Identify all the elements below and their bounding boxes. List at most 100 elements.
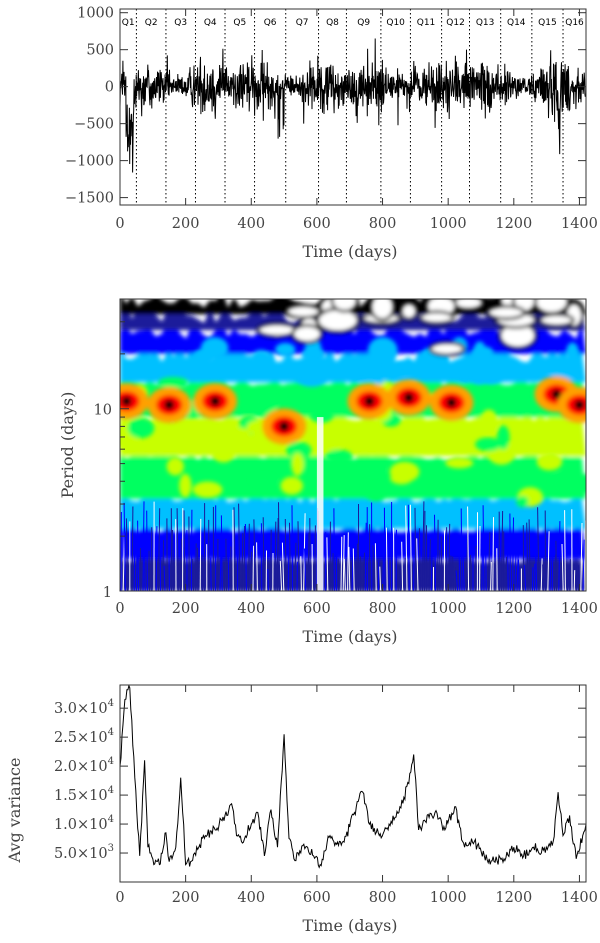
x-tick-label: 200 xyxy=(172,601,200,617)
x-tick-label: 400 xyxy=(237,890,265,906)
wavelet-plot-frame xyxy=(119,298,587,592)
power-streak xyxy=(355,543,358,591)
variance-y-axis-title: Avg variance xyxy=(5,758,24,864)
power-streak xyxy=(509,513,511,591)
power-streak xyxy=(144,542,146,591)
power-streak xyxy=(547,531,550,591)
power-hole xyxy=(538,312,575,328)
power-streak xyxy=(428,539,431,591)
power-streak xyxy=(220,515,223,591)
power-streak xyxy=(348,546,351,591)
power-streak xyxy=(582,539,585,591)
power-band xyxy=(120,495,586,529)
power-streak xyxy=(388,559,390,591)
power-hole xyxy=(284,303,322,320)
power-blob xyxy=(367,343,385,358)
power-streak xyxy=(262,517,265,591)
quarter-label: Q4 xyxy=(204,18,217,28)
x-tick-label: 1200 xyxy=(495,216,532,232)
power-streak xyxy=(219,536,222,591)
x-tick-label: 800 xyxy=(369,216,397,232)
power-blob xyxy=(179,473,192,498)
y-tick-label: −500 xyxy=(74,117,114,133)
power-streak xyxy=(190,509,193,591)
y-tick-label: −1500 xyxy=(65,191,114,207)
power-streak xyxy=(385,527,388,591)
power-streak xyxy=(518,559,520,591)
power-blob xyxy=(158,376,188,388)
power-hole xyxy=(418,310,455,325)
power-streak xyxy=(307,532,310,591)
wavelet-x-axis-title: Time (days) xyxy=(302,627,397,646)
power-streak xyxy=(241,533,244,591)
power-blob xyxy=(193,348,217,365)
power-streak xyxy=(191,558,195,591)
y-tick-label: 10 xyxy=(94,403,112,419)
power-blob xyxy=(360,462,385,475)
power-blob xyxy=(456,364,475,383)
power-streak xyxy=(482,505,485,591)
power-streak xyxy=(401,541,404,591)
power-streak xyxy=(148,550,151,591)
power-blob xyxy=(536,452,563,471)
power-streak xyxy=(176,508,179,591)
power-hole xyxy=(291,323,324,345)
power-hole xyxy=(452,299,485,311)
power-blob xyxy=(565,342,579,364)
y-tick-label: 2.5×104 xyxy=(54,727,114,746)
power-streak xyxy=(297,521,300,591)
power-streak xyxy=(418,528,421,591)
power-streak xyxy=(287,535,290,591)
power-streak xyxy=(395,529,397,591)
x-tick-label: 1400 xyxy=(561,216,598,232)
wavelet-y-axis-title: Period (days) xyxy=(58,392,77,499)
power-streak xyxy=(514,547,517,591)
quarter-label: Q9 xyxy=(357,18,370,28)
power-streak xyxy=(440,536,443,591)
power-streak xyxy=(304,548,307,591)
x-tick-label: 1400 xyxy=(561,890,598,906)
power-streak xyxy=(564,510,566,591)
power-streak xyxy=(233,507,236,591)
power-streak xyxy=(405,505,408,591)
x-tick-label: 1400 xyxy=(561,601,598,617)
power-blob xyxy=(516,495,529,508)
power-streak xyxy=(179,538,182,591)
power-streak xyxy=(267,568,269,591)
power-streak xyxy=(252,545,254,591)
power-blob xyxy=(280,476,304,495)
power-streak xyxy=(493,563,496,591)
quarter-label: Q10 xyxy=(386,18,405,28)
quarter-label: Q6 xyxy=(264,18,277,28)
variance-y-ticks: 5.0×103 1.0×104 1.5×104 2.0×104 2.5×104 3.0×1… xyxy=(54,698,586,862)
power-streak xyxy=(314,525,316,591)
y-tick-label: −1000 xyxy=(65,154,114,170)
power-hole xyxy=(256,322,298,338)
power-blob xyxy=(445,457,474,469)
x-tick-label: 400 xyxy=(237,601,265,617)
y-tick-label: 500 xyxy=(86,43,114,59)
power-streak xyxy=(163,565,166,591)
power-streak xyxy=(270,529,272,591)
power-streak xyxy=(326,537,329,591)
power-streak xyxy=(146,510,148,591)
power-blob xyxy=(346,363,376,381)
y-tick-label: 2.0×104 xyxy=(54,756,114,775)
wavelet-panel: 0 200 400 600 800 1000 1200 1400 1 10 Time (days… xyxy=(58,298,598,646)
power-streak xyxy=(274,521,277,591)
power-streak xyxy=(474,545,477,591)
light-curve-panel: Q1 Q2 Q3 Q4 Q5 Q6 Q7 Q8 Q9 Q10 Q11 Q12 Q13 Q14 Q15 Q16 … xyxy=(65,6,598,261)
power-blob xyxy=(166,457,184,476)
power-blob xyxy=(219,427,251,439)
x-tick-label: 1200 xyxy=(495,601,532,617)
power-streak xyxy=(374,543,377,591)
power-streak xyxy=(434,514,437,591)
power-blob xyxy=(550,473,578,496)
power-streak xyxy=(289,522,291,591)
power-streak xyxy=(448,523,451,591)
quarter-label: Q1 xyxy=(122,18,135,28)
power-streak xyxy=(253,519,256,591)
x-tick-label: 1000 xyxy=(430,890,467,906)
x-tick-label: 600 xyxy=(303,890,331,906)
power-blob xyxy=(296,368,328,387)
